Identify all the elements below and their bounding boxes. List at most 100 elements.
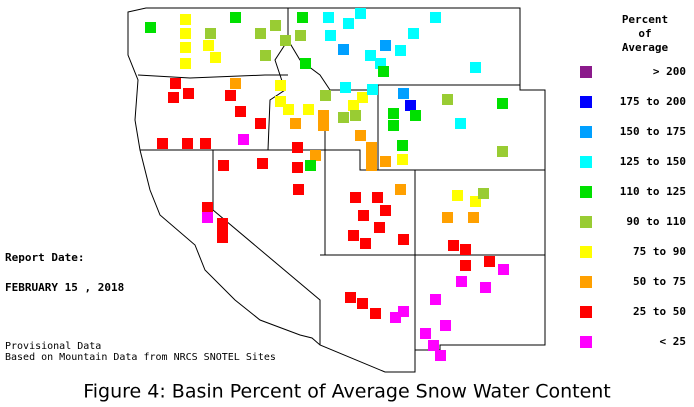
basin-marker <box>405 100 416 111</box>
basin-marker <box>318 110 329 121</box>
basin-marker <box>468 212 479 223</box>
basin-marker <box>283 104 294 115</box>
legend-label: < 25 <box>660 335 687 348</box>
basin-marker <box>180 42 191 53</box>
basin-marker <box>292 162 303 173</box>
basin-marker <box>217 218 228 229</box>
basin-marker <box>257 158 268 169</box>
basin-marker <box>217 232 228 243</box>
basin-marker <box>398 234 409 245</box>
legend-label: 50 to 75 <box>633 275 686 288</box>
basin-marker <box>442 94 453 105</box>
basin-marker <box>343 18 354 29</box>
basin-marker <box>168 92 179 103</box>
basin-marker <box>182 138 193 149</box>
basin-marker <box>292 142 303 153</box>
note: Provisional Data <box>5 341 101 352</box>
basin-marker <box>460 260 471 271</box>
basin-marker <box>398 306 409 317</box>
basin-marker <box>366 152 377 163</box>
basin-marker <box>390 312 401 323</box>
basin-marker <box>205 28 216 39</box>
basin-marker <box>378 66 389 77</box>
basin-marker <box>428 340 439 351</box>
basin-marker <box>366 160 377 171</box>
basin-marker <box>398 88 409 99</box>
legend-swatch <box>580 306 592 318</box>
basin-marker <box>420 328 431 339</box>
basin-marker <box>355 130 366 141</box>
basin-marker <box>200 138 211 149</box>
basin-marker <box>366 142 377 153</box>
legend-swatch <box>580 66 592 78</box>
legend-swatch <box>580 216 592 228</box>
basin-marker <box>478 188 489 199</box>
basin-marker <box>202 202 213 213</box>
basin-marker <box>380 156 391 167</box>
legend-swatch <box>580 246 592 258</box>
basin-marker <box>348 100 359 111</box>
legend-swatch <box>580 126 592 138</box>
basin-marker <box>180 14 191 25</box>
legend-swatch <box>580 276 592 288</box>
basin-marker <box>374 222 385 233</box>
basin-marker <box>365 50 376 61</box>
basin-marker <box>357 92 368 103</box>
basin-marker <box>448 240 459 251</box>
basin-marker <box>350 110 361 121</box>
basin-marker <box>183 88 194 99</box>
caption: Figure 4: Basin Percent of Average Snow … <box>83 381 611 403</box>
basin-marker <box>170 78 181 89</box>
basin-marker <box>348 230 359 241</box>
basin-marker <box>275 96 286 107</box>
basin-marker <box>440 320 451 331</box>
basin-marker <box>303 104 314 115</box>
basin-marker <box>323 12 334 23</box>
basin-marker <box>397 154 408 165</box>
basin-marker <box>397 140 408 151</box>
basin-marker <box>305 160 316 171</box>
basin-marker <box>297 12 308 23</box>
legend-swatch <box>580 336 592 348</box>
basin-marker <box>355 8 366 19</box>
basin-marker <box>325 30 336 41</box>
basin-marker <box>470 196 481 207</box>
basin-marker <box>370 308 381 319</box>
basin-marker <box>300 58 311 69</box>
basin-marker <box>395 45 406 56</box>
report-label: Report Date: <box>5 251 84 264</box>
basin-marker <box>255 28 266 39</box>
basin-marker <box>372 192 383 203</box>
basin-marker <box>270 20 281 31</box>
basin-markers <box>145 8 509 361</box>
legend-title: of <box>638 27 651 40</box>
legend-label: 175 to 200 <box>620 95 686 108</box>
legend-title: Average <box>622 41 669 54</box>
basin-marker <box>230 12 241 23</box>
legend-label: 75 to 90 <box>633 245 686 258</box>
basin-marker <box>455 118 466 129</box>
basin-marker <box>470 62 481 73</box>
basin-marker <box>460 244 471 255</box>
basin-marker <box>238 134 249 145</box>
basin-marker <box>235 106 246 117</box>
basin-marker <box>410 110 421 121</box>
legend-label: 125 to 150 <box>620 155 686 168</box>
basin-marker <box>430 294 441 305</box>
basin-marker <box>395 184 406 195</box>
basin-marker <box>345 292 356 303</box>
basin-marker <box>484 256 495 267</box>
basin-marker <box>290 118 301 129</box>
basin-marker <box>320 90 331 101</box>
legend-title: Percent <box>622 13 668 26</box>
basin-marker <box>375 58 386 69</box>
basin-marker <box>480 282 491 293</box>
basin-marker <box>295 30 306 41</box>
basin-marker <box>357 298 368 309</box>
basin-marker <box>293 184 304 195</box>
basin-marker <box>340 82 351 93</box>
basin-marker <box>388 120 399 131</box>
basin-marker <box>280 35 291 46</box>
basin-marker <box>210 52 221 63</box>
